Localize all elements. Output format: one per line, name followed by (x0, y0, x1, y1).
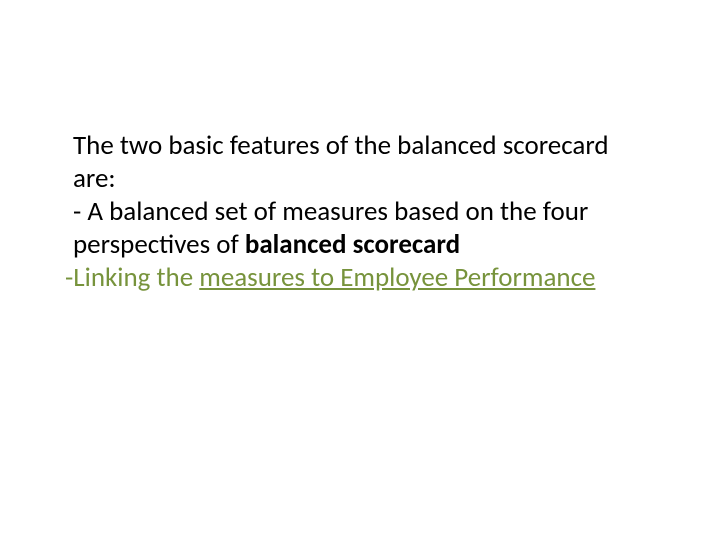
paragraph-features: The two basic features of the balanced s… (73, 130, 635, 262)
slide: The two basic features of the balanced s… (0, 0, 720, 540)
bullet-2-underlined: measures to Employee Performance (199, 261, 595, 294)
intro-text: The two basic features of the balanced s… (73, 129, 609, 195)
slide-body: The two basic features of the balanced s… (65, 130, 635, 295)
bullet-2-prefix: -Linking the (65, 261, 199, 294)
bullet-1-bold: balanced scorecard (245, 228, 460, 261)
paragraph-linking: -Linking the measures to Employee Perfor… (65, 262, 635, 295)
